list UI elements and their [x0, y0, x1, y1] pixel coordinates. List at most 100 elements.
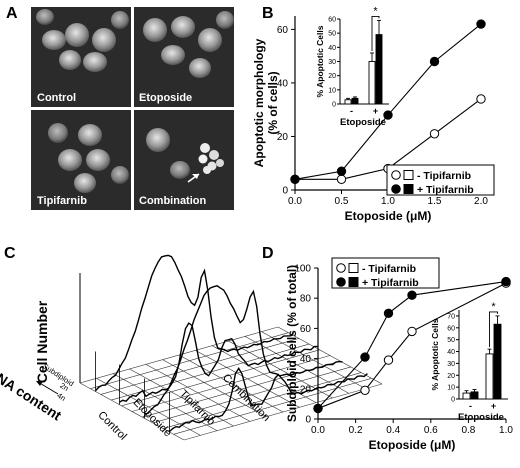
b-inset-bar — [368, 61, 376, 105]
d-point — [360, 385, 370, 396]
d-inset-bar — [470, 391, 479, 400]
panel-a: A Control Etoposide — [6, 5, 234, 210]
d-y-tick-label: 100 — [294, 264, 311, 275]
b-x-tick-label: 0.0 — [288, 196, 302, 207]
legend-d: - Tipifarnib + Tipifarnib — [331, 257, 440, 289]
d-x-tick-label: 0.6 — [424, 425, 438, 436]
floor-grid-line — [112, 373, 218, 431]
d-legend-swatch — [348, 277, 359, 287]
d-inset-y-tick-label: 20 — [447, 373, 455, 380]
d-point — [360, 352, 370, 362]
panel-letter-d: D — [262, 245, 274, 262]
b-point — [383, 110, 393, 120]
tile-label-etoposide: Etoposide — [139, 92, 192, 104]
d-y-tick-label: 20 — [300, 384, 312, 395]
histogram-trace — [168, 367, 368, 433]
tile-label-control: Control — [37, 92, 76, 104]
b-inset-y-tick-label: 20 — [328, 73, 336, 80]
d-significance-bracket — [489, 311, 498, 348]
b-inset-bar — [351, 97, 359, 105]
tile-label-tipifarnib: Tipifarnib — [37, 195, 87, 207]
b-y-tick-label: 60 — [277, 25, 289, 36]
b-significance-star: * — [373, 5, 378, 17]
floor-grid-line — [162, 359, 267, 417]
b-legend-label: - Tipifarnib — [417, 170, 471, 182]
d-inset-bar — [493, 323, 502, 400]
b-point — [429, 56, 440, 67]
d-x-tick-label: 0.2 — [349, 425, 363, 436]
b-significance-bracket — [371, 15, 380, 51]
b-inset-x-axis-label: Etoposide — [340, 117, 386, 128]
b-point — [290, 174, 300, 184]
d-inset-group-label: + — [491, 401, 496, 411]
b-point — [429, 129, 440, 139]
b-x-tick-label: 1.5 — [428, 196, 442, 207]
d-inset-bar — [485, 353, 494, 400]
d-point — [407, 326, 417, 337]
b-legend-swatch — [403, 170, 414, 180]
d-x-tick-label: 0.4 — [386, 425, 400, 436]
depth-arrow — [37, 381, 59, 395]
d-inset-bar — [462, 392, 471, 400]
depth-tick-2n: 2n — [58, 381, 70, 393]
d-legend-swatch — [348, 263, 359, 273]
floor-grid-line — [277, 326, 383, 385]
b-y-axis-label: Apoptotic morphology — [252, 38, 266, 167]
b-inset-bar — [344, 99, 352, 105]
b-inset-group-label: - — [350, 106, 353, 116]
d-x-tick-label: 1.0 — [499, 425, 513, 436]
floor-grid-line — [96, 378, 201, 436]
sample-label-etoposide: Etoposide — [131, 396, 174, 439]
b-x-tick-label: 2.0 — [474, 196, 488, 207]
b-inset-y-tick-label: 30 — [328, 59, 336, 66]
b-inset-bar — [375, 34, 383, 105]
histogram-trace — [95, 254, 295, 392]
d-y-tick-label: 80 — [300, 294, 312, 305]
histogram-trace — [119, 322, 318, 403]
b-inset-y-tick-label: 50 — [328, 31, 336, 38]
tile-label-combination: Combination — [139, 195, 206, 207]
b-y-tick-label: 20 — [277, 132, 289, 143]
d-inset-y-tick-label: 40 — [447, 349, 455, 356]
d-inset-group-label: - — [469, 401, 472, 411]
d-legend-marker — [336, 277, 346, 287]
depth-tick-4n: 4n — [55, 391, 67, 403]
b-inset-y-tick-label: 60 — [328, 17, 336, 24]
d-legend-label: - Tipifarnib — [362, 263, 416, 275]
b-legend-label: + Tipifarnib — [417, 184, 474, 196]
d-point — [383, 355, 394, 365]
panel-letter-a: A — [6, 5, 18, 22]
b-inset-y-axis-label: % Apoptotic Cells — [315, 25, 325, 97]
d-significance-star: * — [491, 301, 496, 313]
b-legend-marker — [391, 184, 401, 194]
legend-b: - Tipifarnib + Tipifarnib — [386, 164, 495, 196]
b-x-tick-label: 1.0 — [381, 196, 395, 207]
histogram-trace — [144, 285, 343, 415]
d-x-tick-label: 0.0 — [311, 425, 325, 436]
b-legend-swatch — [403, 184, 414, 194]
d-y-tick-label: 60 — [300, 324, 312, 335]
d-inset-y-tick-label: 70 — [447, 313, 455, 320]
micrograph-tipifarnib: Tipifarnib — [31, 110, 131, 210]
d-legend-label: + Tipifarnib — [362, 277, 419, 289]
b-point — [336, 174, 347, 184]
panel-c: C Cell Number DNA content Subdiploid 2n … — [0, 245, 383, 443]
d-y-tick-label: 40 — [300, 354, 312, 365]
d-inset-y-tick-label: 0 — [451, 397, 455, 404]
micrograph-control: Control — [31, 7, 131, 107]
micrograph-etoposide: Etoposide — [134, 7, 234, 107]
floor-grid-line — [261, 331, 366, 389]
micrograph-combination: Combination — [134, 110, 234, 210]
sample-label-combination: Combination — [220, 372, 272, 424]
floor-grid-line — [145, 364, 251, 422]
d-x-tick-label: 0.8 — [461, 425, 475, 436]
d-point — [407, 290, 417, 300]
sample-label-control: Control — [95, 409, 129, 443]
b-legend-marker — [391, 170, 401, 180]
b-inset-group-label: + — [373, 106, 378, 116]
d-point — [383, 308, 394, 318]
d-y-tick-label: 0 — [305, 415, 311, 426]
d-legend-marker — [336, 263, 346, 273]
